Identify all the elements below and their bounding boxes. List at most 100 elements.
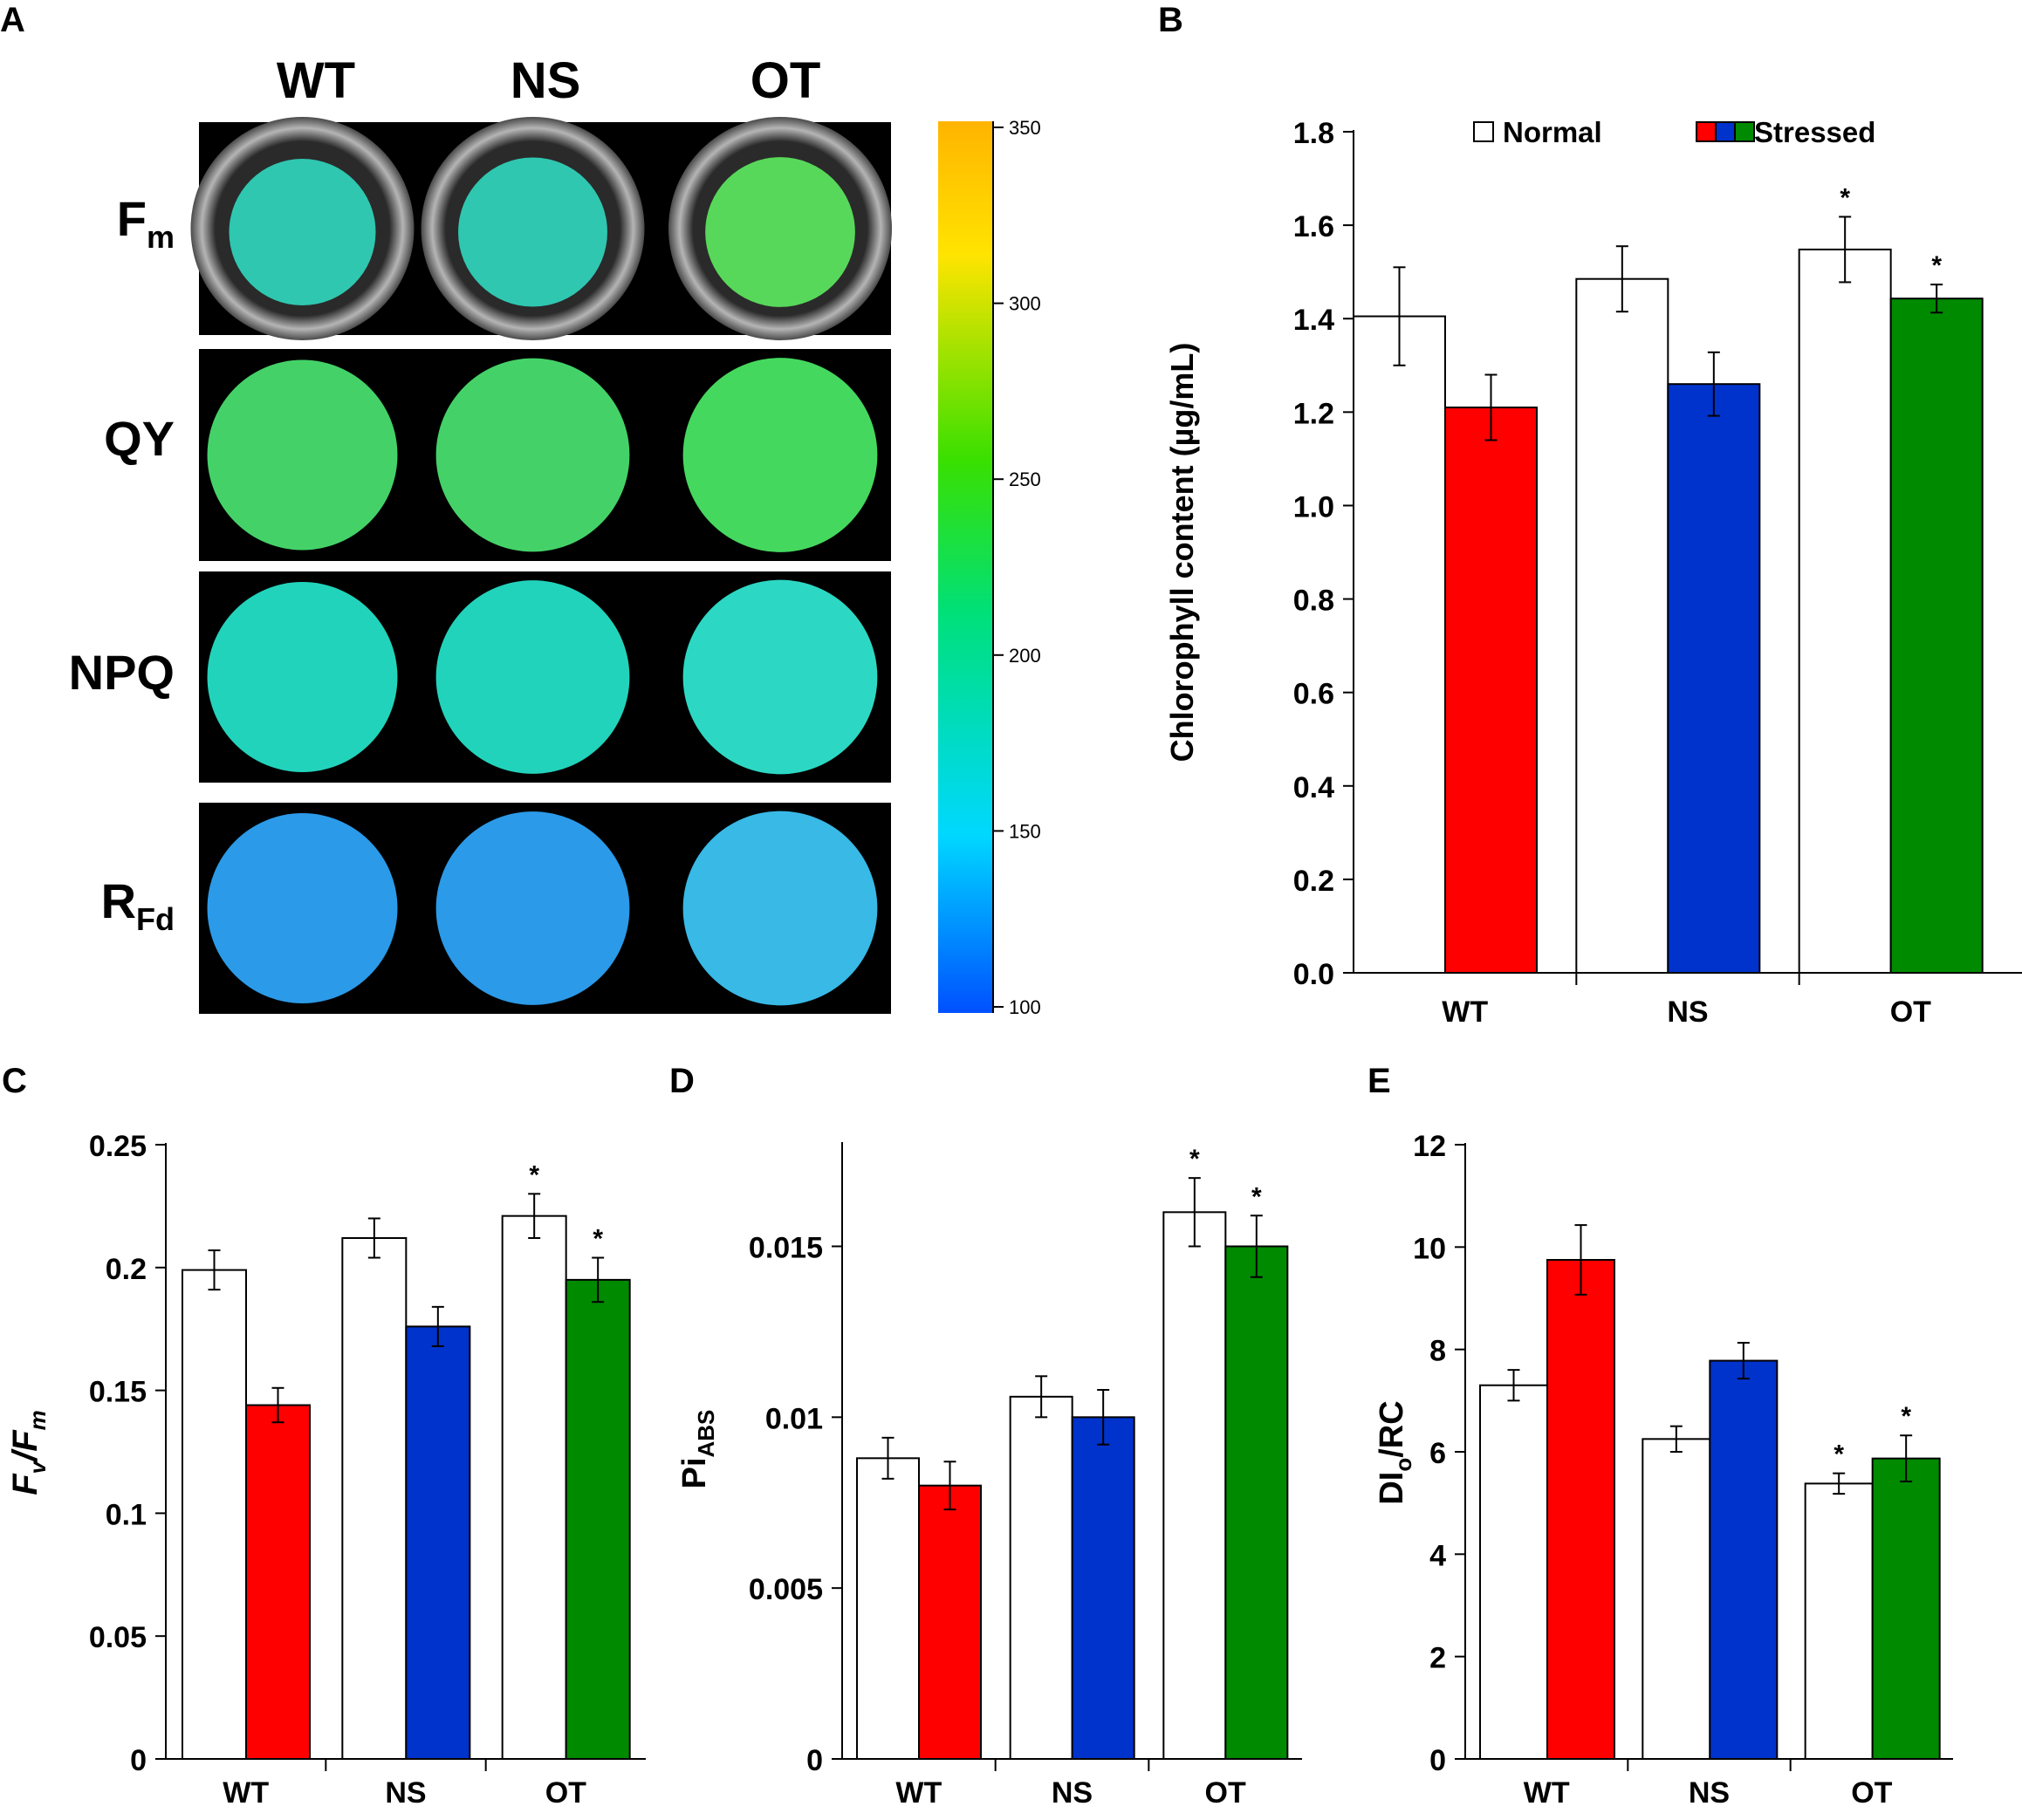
row-label-main: F [117, 191, 147, 246]
pi-abs-chart: 0 0.005 0.01 0.015 WT NS OT * * PiABS [676, 1142, 1302, 1810]
y-tick-label: 0.6 [1293, 678, 1334, 711]
colorbar: 350 300 250 200 150 100 [938, 117, 1041, 1018]
row-label-main: QY [104, 411, 175, 466]
bar-normal-ns [1575, 277, 1669, 974]
significance-star: * [529, 1160, 539, 1189]
well-signal [207, 813, 398, 1003]
panel-label-c: C [2, 1062, 27, 1100]
column-label-ns: NS [511, 52, 581, 109]
significance-star: * [1189, 1145, 1200, 1173]
y-axis-label: Chlorophyll content (µg/mL) [1164, 343, 1200, 763]
legend: Normal Stressed [1473, 116, 1875, 148]
column-label-ot: OT [751, 52, 821, 109]
y-tick-label: 0.2 [1293, 865, 1334, 898]
y-label-part: DI [1374, 1472, 1410, 1505]
y-label-part: / [6, 1448, 45, 1463]
bar-normal-ns [1009, 1395, 1073, 1761]
bar-normal-ns [1642, 1438, 1711, 1761]
y-tick-label: 1.2 [1293, 397, 1334, 430]
well-signal [435, 580, 630, 774]
y-tick-label: 0.8 [1293, 585, 1334, 618]
well-signal [458, 157, 607, 307]
y-tick-label: 2 [1429, 1642, 1446, 1675]
bar-normal-ot [1804, 1482, 1874, 1760]
significance-star: * [1901, 1402, 1911, 1431]
row-label-qy: QY [104, 411, 175, 466]
colorbar-tick-label: 200 [1009, 645, 1041, 667]
y-tick-label: 4 [1429, 1539, 1446, 1572]
y-tick-label: 0.4 [1293, 771, 1334, 804]
y-tick-label: 0.1 [106, 1498, 147, 1531]
bar-stressed-wt [245, 1404, 311, 1760]
x-category-label: OT [1890, 996, 1931, 1029]
y-label-sub: v [24, 1460, 51, 1474]
y-tick-label: 0 [130, 1744, 147, 1777]
y-label-part: F [6, 1473, 45, 1495]
y-axis-label: PiABS [676, 1410, 719, 1489]
colorbar-tick-label: 300 [1009, 293, 1041, 315]
bar-normal-wt [182, 1269, 247, 1760]
y-tick-label: 1.8 [1293, 117, 1334, 150]
bar-stressed-wt [918, 1484, 982, 1760]
column-label-wt: WT [277, 52, 355, 109]
bar-stressed-ns [1071, 1416, 1135, 1761]
bar-normal-wt [856, 1457, 920, 1761]
x-category-label: OT [545, 1776, 586, 1810]
bar-stressed-wt [1546, 1259, 1615, 1760]
colorbar-tick-label: 350 [1009, 117, 1041, 139]
colorbar-tick-label: 100 [1009, 996, 1041, 1018]
y-label-part: /RC [1374, 1400, 1410, 1457]
panel-label-a: A [0, 1, 25, 39]
bar-normal-wt [1479, 1384, 1548, 1760]
x-category-label: NS [385, 1776, 426, 1810]
y-tick-label: 10 [1413, 1232, 1446, 1265]
y-tick-label: 1.0 [1293, 490, 1334, 523]
bar-stressed-wt [1444, 406, 1538, 974]
significance-star: * [1931, 251, 1942, 280]
legend-stressed-label: Stressed [1754, 116, 1875, 148]
row-label-rfd: RFd [101, 873, 175, 937]
bar-normal-ot [1798, 248, 1892, 974]
well-signal [705, 157, 855, 307]
significance-star: * [1840, 183, 1850, 212]
colorbar-tick-label: 250 [1009, 469, 1041, 490]
bar-normal-ot [1162, 1211, 1227, 1761]
colorbar-gradient [938, 121, 993, 1013]
significance-star: * [1834, 1440, 1844, 1469]
well-signal [207, 582, 398, 772]
y-tick-label: 0 [1429, 1744, 1446, 1777]
row-label-sub: m [147, 219, 175, 255]
well-signal [682, 811, 878, 1006]
x-category-label: WT [223, 1776, 269, 1810]
y-tick-label: 0.2 [106, 1253, 147, 1286]
bar-stressed-ns [1667, 383, 1761, 974]
bar-stressed-ns [405, 1325, 471, 1761]
bar-stressed-ot [565, 1278, 631, 1760]
row-label-main: R [101, 873, 136, 928]
colorbar-tick-label: 150 [1009, 820, 1041, 842]
x-category-label: NS [1052, 1776, 1093, 1810]
legend-stressed-swatch-green [1734, 121, 1755, 142]
y-tick-label: 6 [1429, 1437, 1446, 1470]
y-tick-label: 0.05 [89, 1621, 147, 1654]
bar-stressed-ns [1709, 1359, 1779, 1761]
y-tick-label: 12 [1413, 1130, 1446, 1163]
well-signal [207, 359, 398, 551]
well-signal [682, 358, 878, 552]
y-tick-label: 1.4 [1293, 304, 1334, 337]
x-category-label: WT [895, 1776, 942, 1810]
legend-normal-swatch [1473, 121, 1494, 142]
y-tick-label: 0.25 [89, 1130, 147, 1163]
significance-star: * [1251, 1182, 1262, 1211]
y-tick-label: 0.015 [749, 1232, 823, 1265]
x-category-label: NS [1667, 996, 1708, 1029]
row-label-main: NPQ [69, 645, 175, 700]
y-tick-label: 0.15 [89, 1376, 147, 1409]
y-label-part: Pi [676, 1458, 713, 1489]
bar-stressed-ot [1871, 1457, 1941, 1761]
y-tick-label: 0 [806, 1744, 823, 1777]
y-tick-label: 0.005 [749, 1573, 823, 1606]
row-label-npq: NPQ [69, 645, 175, 700]
